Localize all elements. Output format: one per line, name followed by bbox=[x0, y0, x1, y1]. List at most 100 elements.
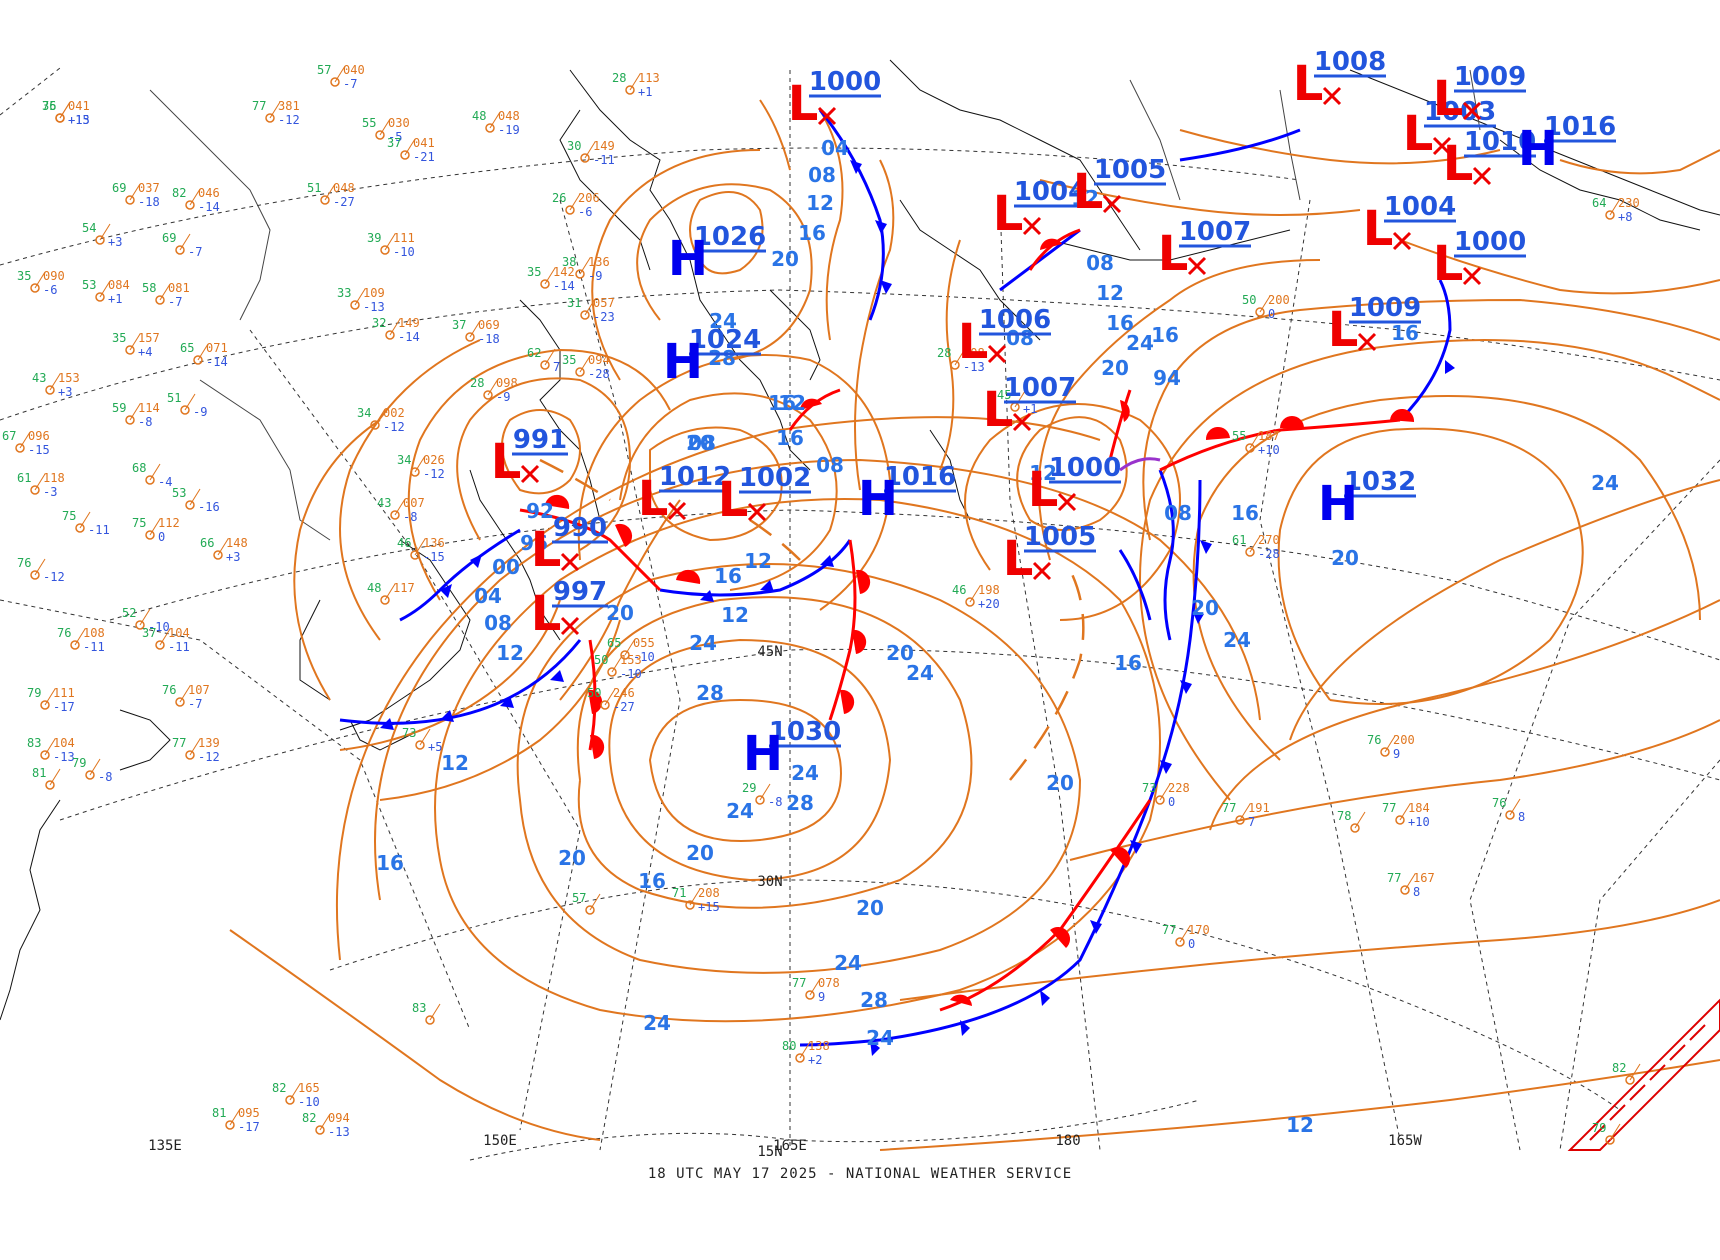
svg-text:048: 048 bbox=[498, 109, 520, 123]
station-plot: 68 -4 bbox=[132, 461, 172, 489]
svg-text:246: 246 bbox=[613, 686, 635, 700]
svg-text:206: 206 bbox=[578, 191, 600, 205]
station-plot: 35 094-28 bbox=[562, 353, 610, 381]
svg-text:-18: -18 bbox=[138, 195, 160, 209]
isobar-label: 24 bbox=[1126, 331, 1154, 355]
svg-text:39: 39 bbox=[367, 231, 381, 245]
svg-text:51: 51 bbox=[167, 391, 181, 405]
svg-text:1008: 1008 bbox=[1314, 47, 1386, 77]
svg-text:094: 094 bbox=[328, 1111, 350, 1125]
svg-text:-27: -27 bbox=[613, 700, 635, 714]
svg-text:-8: -8 bbox=[768, 795, 782, 809]
isobar-label: 16 bbox=[1114, 651, 1142, 675]
station-plot: 65 071-14 bbox=[180, 341, 228, 369]
svg-text:108: 108 bbox=[963, 346, 985, 360]
station-plot: 28 098-9 bbox=[470, 376, 518, 404]
station-plot: 55 187+10 bbox=[1232, 429, 1280, 457]
svg-text:L: L bbox=[1433, 236, 1464, 292]
svg-text:230: 230 bbox=[1618, 196, 1640, 210]
cold-front-teeth bbox=[380, 160, 1455, 1056]
warm-front-bumps bbox=[545, 238, 1415, 1006]
svg-text:9: 9 bbox=[1393, 747, 1400, 761]
svg-text:041: 041 bbox=[413, 136, 435, 150]
station-plot: 39 111-10 bbox=[367, 231, 415, 259]
svg-text:-7: -7 bbox=[188, 697, 202, 711]
svg-text:-3: -3 bbox=[43, 485, 57, 499]
svg-text:+15: +15 bbox=[698, 900, 720, 914]
station-plot: 82 165-10 bbox=[272, 1081, 320, 1109]
svg-text:113: 113 bbox=[638, 71, 660, 85]
svg-text:069: 069 bbox=[478, 318, 500, 332]
station-plot: 80 138+2 bbox=[782, 1039, 830, 1067]
svg-text:1005: 1005 bbox=[1024, 522, 1096, 552]
svg-text:L: L bbox=[531, 522, 562, 578]
station-plot: 34 026-12 bbox=[397, 453, 445, 481]
svg-text:-23: -23 bbox=[593, 310, 615, 324]
grid-label: 165E bbox=[773, 1138, 807, 1154]
svg-text:0: 0 bbox=[1168, 795, 1175, 809]
svg-text:136: 136 bbox=[423, 536, 445, 550]
svg-text:026: 026 bbox=[423, 453, 445, 467]
station-plot: 35 +15 bbox=[42, 99, 90, 127]
svg-text:-10: -10 bbox=[633, 650, 655, 664]
svg-text:153: 153 bbox=[58, 371, 80, 385]
svg-text:997: 997 bbox=[553, 577, 607, 607]
isobar-label: 12 bbox=[744, 549, 772, 573]
isobar-label: 20 bbox=[1191, 596, 1219, 620]
station-plot: 66 148+3 bbox=[200, 536, 248, 564]
svg-text:34: 34 bbox=[397, 453, 411, 467]
svg-text:0: 0 bbox=[1188, 937, 1195, 951]
svg-text:+4: +4 bbox=[138, 345, 152, 359]
station-plot: 79 -8 bbox=[72, 756, 112, 784]
station-plot: 32 149-14 bbox=[372, 316, 420, 344]
svg-text:77: 77 bbox=[1387, 871, 1401, 885]
svg-text:1004: 1004 bbox=[1384, 192, 1456, 222]
station-plot: 54 +3 bbox=[82, 221, 122, 249]
isobar-label: 08 bbox=[688, 431, 716, 455]
svg-text:-8: -8 bbox=[138, 415, 152, 429]
station-plot: 38 136-9 bbox=[562, 255, 610, 283]
svg-text:200: 200 bbox=[1268, 293, 1290, 307]
station-plot: 48 048-19 bbox=[472, 109, 520, 137]
svg-text:L: L bbox=[993, 186, 1024, 242]
svg-text:139: 139 bbox=[198, 736, 220, 750]
svg-text:037: 037 bbox=[138, 181, 160, 195]
svg-text:76: 76 bbox=[17, 556, 31, 570]
svg-text:-15: -15 bbox=[423, 550, 445, 564]
station-plot: 34 002-12 bbox=[357, 406, 405, 434]
grid-labels: 150E 165E 180 165W 45N 30N 15N 135E bbox=[148, 644, 1422, 1160]
isobar-label: 12 bbox=[1096, 281, 1124, 305]
svg-text:80: 80 bbox=[782, 1039, 796, 1053]
svg-text:-9: -9 bbox=[496, 390, 510, 404]
svg-text:+13: +13 bbox=[68, 113, 90, 127]
svg-text:82: 82 bbox=[302, 1111, 316, 1125]
station-plot: 59 114-8 bbox=[112, 401, 160, 429]
svg-text:+1: +1 bbox=[638, 85, 652, 99]
isobar-label: 16 bbox=[1391, 321, 1419, 345]
svg-text:76: 76 bbox=[1367, 733, 1381, 747]
svg-text:77: 77 bbox=[1382, 801, 1396, 815]
station-plot: 53 084+1 bbox=[82, 278, 130, 306]
grid-label: 135E bbox=[148, 1138, 182, 1154]
svg-text:61: 61 bbox=[17, 471, 31, 485]
svg-text:111: 111 bbox=[53, 686, 75, 700]
svg-text:-18: -18 bbox=[478, 332, 500, 346]
isobar-label: 16 bbox=[1106, 311, 1134, 335]
svg-text:46: 46 bbox=[397, 536, 411, 550]
svg-text:-28: -28 bbox=[588, 367, 610, 381]
isobar-label: 08 bbox=[484, 611, 512, 635]
station-plot: 67 096-15 bbox=[2, 429, 50, 457]
station-plot: 43 007-8 bbox=[377, 496, 425, 524]
svg-text:090: 090 bbox=[43, 269, 65, 283]
cold-front-9 bbox=[1179, 128, 1301, 162]
isobar-label: 12 bbox=[806, 191, 834, 215]
station-plot: 58 081-7 bbox=[142, 281, 190, 309]
svg-text:+20: +20 bbox=[978, 597, 1000, 611]
svg-text:1000: 1000 bbox=[809, 67, 881, 97]
svg-text:55: 55 bbox=[1232, 429, 1246, 443]
svg-text:991: 991 bbox=[513, 425, 567, 455]
svg-text:75: 75 bbox=[62, 509, 76, 523]
svg-text:31: 31 bbox=[567, 296, 581, 310]
